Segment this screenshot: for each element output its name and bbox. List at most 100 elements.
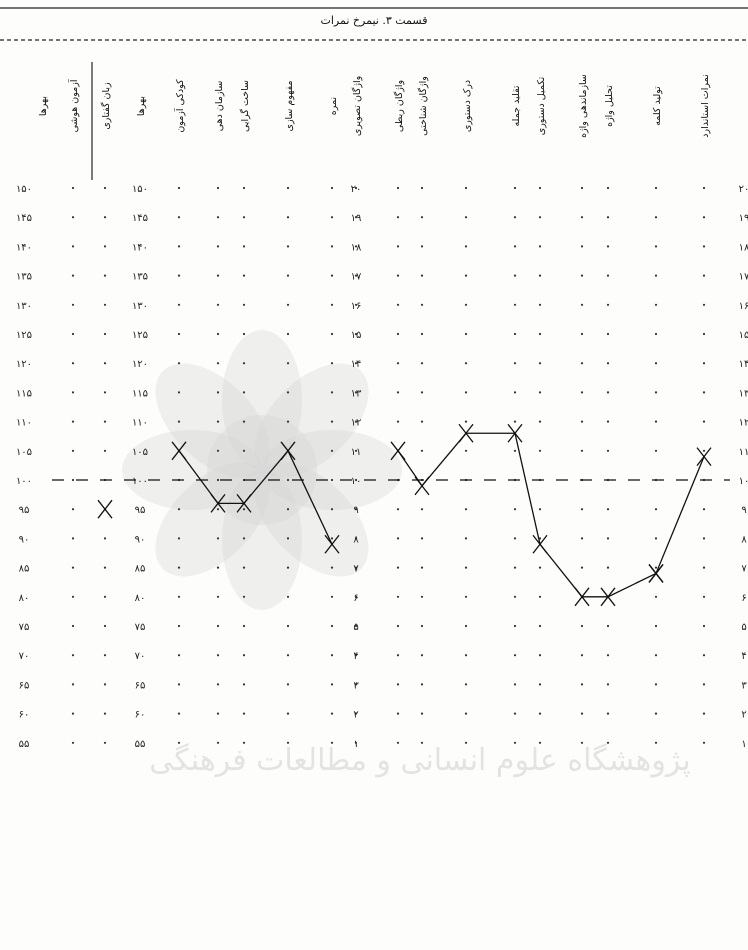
profile-line bbox=[397, 432, 657, 598]
grid-dot bbox=[538, 391, 542, 394]
grid-dot bbox=[242, 595, 246, 598]
grid-dot bbox=[71, 478, 75, 482]
score-mark-stroke bbox=[414, 476, 430, 496]
grid-dot bbox=[580, 274, 584, 277]
grid-dot bbox=[354, 216, 358, 219]
grid-dot bbox=[216, 332, 220, 336]
grid-dot bbox=[580, 449, 584, 452]
grid-dot bbox=[654, 508, 658, 511]
profile-series bbox=[97, 423, 712, 607]
grid-dot bbox=[513, 274, 517, 277]
watermark-petal bbox=[262, 430, 402, 510]
iq-tick-label: ۱۰۵ bbox=[132, 447, 148, 458]
grid-dot bbox=[286, 420, 290, 423]
grid-dot bbox=[538, 245, 542, 248]
grid-dot bbox=[580, 566, 584, 569]
grid-dot bbox=[354, 449, 358, 452]
grid-dot bbox=[242, 420, 246, 423]
grid-dot bbox=[177, 274, 181, 277]
grid-dot bbox=[580, 216, 584, 219]
grid-dot bbox=[420, 332, 424, 336]
iq-tick-label: ۶۵ bbox=[135, 680, 146, 691]
grid-dot bbox=[654, 391, 658, 394]
grid-dot bbox=[580, 624, 584, 628]
grid-dot bbox=[420, 303, 424, 306]
grid-dot bbox=[654, 216, 658, 219]
grid-dot bbox=[330, 332, 334, 336]
grid-dot bbox=[103, 245, 107, 248]
score-mark-stroke bbox=[97, 499, 113, 519]
grid-dot bbox=[103, 216, 107, 219]
grid-dot bbox=[286, 274, 290, 277]
grid-dot bbox=[702, 420, 706, 423]
grid-dot bbox=[103, 303, 107, 306]
grid-dot bbox=[513, 566, 517, 569]
score-mark bbox=[414, 476, 430, 496]
grid-dot bbox=[464, 683, 468, 686]
grid-dot bbox=[216, 741, 220, 744]
standard-score-tick-label: ۱۰ bbox=[739, 476, 748, 487]
grid-dot bbox=[606, 537, 610, 540]
column-header: سازمان دهی bbox=[214, 81, 225, 132]
standard-score-tick-label: ۱۸ bbox=[739, 242, 748, 253]
grid-dot bbox=[286, 216, 290, 219]
watermark bbox=[122, 330, 402, 610]
score-mark-stroke bbox=[458, 423, 474, 443]
standard-score-tick-label: ۲۰ bbox=[739, 184, 748, 195]
iq-tick-label: ۹۵ bbox=[19, 505, 30, 516]
grid-dot bbox=[242, 362, 246, 365]
grid-dot bbox=[71, 362, 75, 365]
grid-dot bbox=[420, 449, 424, 452]
grid-dot bbox=[71, 274, 75, 277]
grid-dot bbox=[538, 566, 542, 569]
grid-dot bbox=[464, 741, 468, 744]
score-mark-stroke bbox=[280, 441, 296, 461]
iq-tick-label: ۷۰ bbox=[19, 651, 30, 662]
iq-tick-label: ۱۱۰ bbox=[16, 418, 32, 429]
score-mark-stroke bbox=[236, 493, 252, 513]
grid-dot bbox=[354, 624, 358, 628]
grid-dot bbox=[396, 391, 400, 394]
grid-dot bbox=[580, 683, 584, 686]
grid-dot bbox=[420, 654, 424, 657]
standard-score-tick-label: ۸ bbox=[741, 534, 747, 545]
column-header: سازماندهی واژه bbox=[578, 74, 589, 138]
grid-dot bbox=[654, 362, 658, 365]
score-mark bbox=[210, 493, 226, 513]
grid-dot bbox=[538, 712, 542, 715]
grid-dot bbox=[216, 537, 220, 540]
grid-dot bbox=[177, 216, 181, 219]
grid-dot bbox=[242, 391, 246, 394]
grid-dot bbox=[330, 537, 334, 540]
grid-dot bbox=[702, 303, 706, 306]
grid-dot bbox=[420, 624, 424, 628]
grid-dot bbox=[286, 624, 290, 628]
column-header: درک دستوری bbox=[462, 80, 473, 132]
grid-dot bbox=[580, 741, 584, 744]
iq-tick-label: ۹۵ bbox=[135, 505, 146, 516]
grid-dot bbox=[420, 595, 424, 598]
grid-dot bbox=[354, 683, 358, 686]
grid-dot bbox=[464, 566, 468, 569]
iq-tick-label: ۱۲۰ bbox=[16, 359, 32, 370]
iq-tick-label: ۱۴۵ bbox=[16, 213, 32, 224]
grid-dot bbox=[71, 741, 75, 744]
iq-tick-label: ۶۵ bbox=[19, 680, 30, 691]
iq-tick-label: ۱۳۰ bbox=[16, 301, 32, 312]
grid-dot bbox=[702, 654, 706, 657]
standard-score-tick-label: ۳ bbox=[353, 680, 359, 691]
grid-dot bbox=[330, 741, 334, 744]
grid-dot bbox=[654, 420, 658, 423]
iq-tick-label: ۱۱۵ bbox=[16, 388, 32, 399]
grid-dot bbox=[538, 595, 542, 598]
grid-dot bbox=[286, 683, 290, 686]
iq-tick-label: ۶۰ bbox=[135, 710, 146, 721]
grid-dot bbox=[464, 332, 468, 336]
grid-dot bbox=[538, 741, 542, 744]
grid-dot bbox=[606, 624, 610, 628]
grid-dot bbox=[242, 741, 246, 744]
column-header: نمره bbox=[328, 97, 339, 115]
grid-dot bbox=[580, 332, 584, 336]
chart-title: قسمت ۳. نیمرخ نمرات bbox=[321, 14, 428, 27]
grid-dot bbox=[606, 362, 610, 365]
